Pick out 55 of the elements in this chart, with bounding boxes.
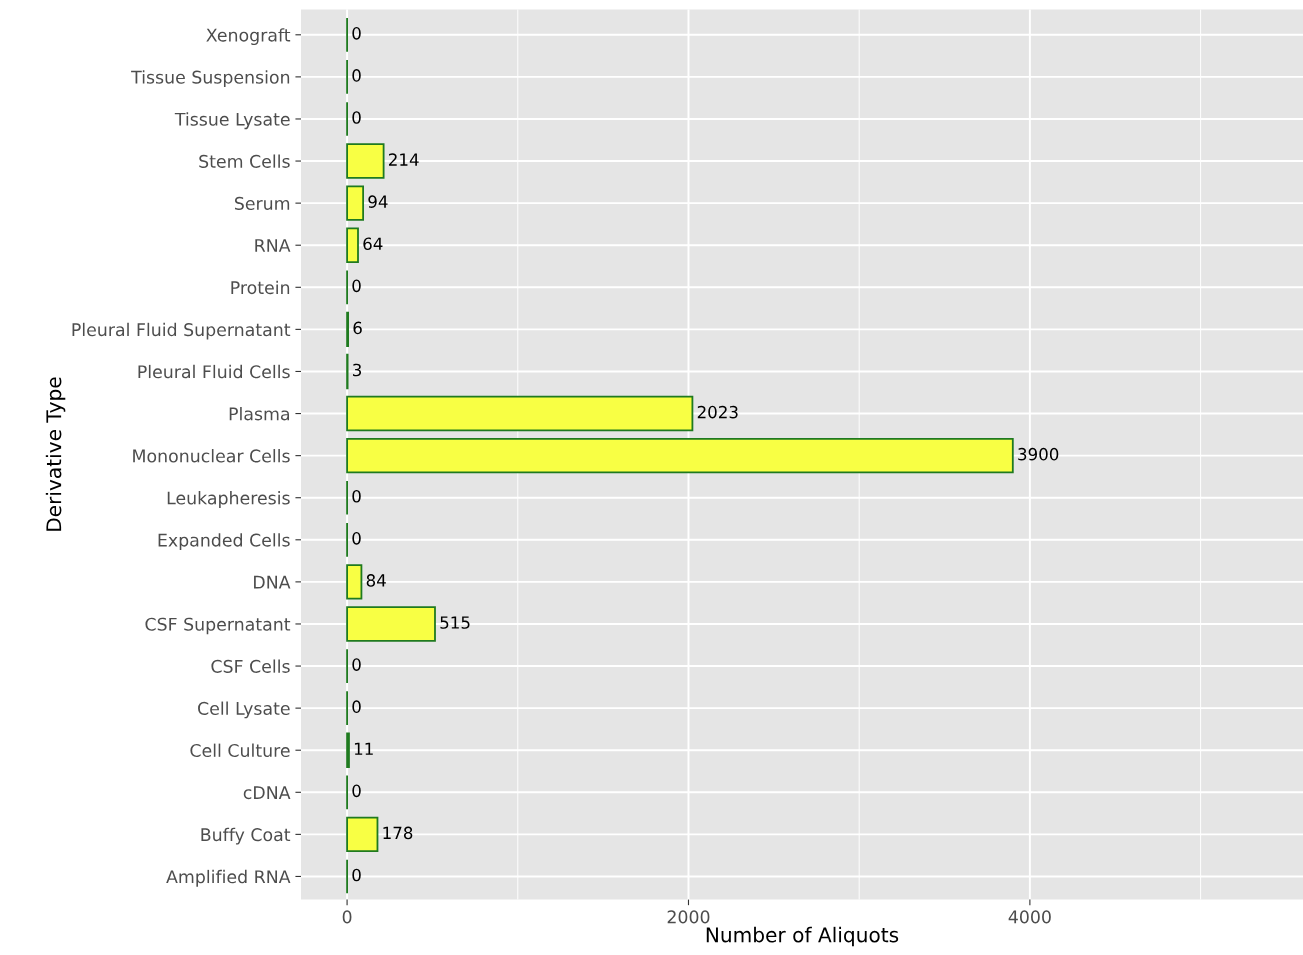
y-tick-label: Serum — [234, 196, 290, 210]
y-tick-label: DNA — [254, 575, 291, 589]
y-tick-label: RNA — [255, 239, 291, 252]
y-tick-label: Pleural Fluid Supernatant — [72, 322, 291, 340]
bar — [346, 606, 436, 642]
bar — [346, 437, 1014, 474]
x-tick-label: 0 — [342, 910, 352, 924]
y-tick-label: cDNA — [243, 786, 291, 800]
data-label: 0 — [352, 658, 361, 671]
data-label: 84 — [366, 574, 386, 587]
y-tick-label: Mononuclear Cells — [133, 449, 290, 463]
data-label: 6 — [353, 321, 362, 335]
bar — [346, 227, 359, 263]
y-tick-label: Pleural Fluid Cells — [138, 364, 290, 379]
data-label: 0 — [352, 784, 361, 798]
bar — [346, 816, 379, 853]
y-tick-label: Tissue Suspension — [131, 70, 290, 88]
y-tick-label: CSF Cells — [211, 659, 290, 673]
bar — [346, 143, 385, 179]
bar — [346, 185, 365, 221]
data-label: 0 — [352, 279, 361, 293]
bar — [346, 564, 363, 600]
data-label: 0 — [352, 868, 361, 882]
y-tick-label: Plasma — [229, 406, 289, 421]
data-label: 3900 — [1018, 447, 1059, 461]
bar — [346, 395, 694, 432]
data-label: 3 — [353, 363, 362, 377]
data-label: 64 — [363, 237, 383, 251]
y-tick-label: Expanded Cells — [158, 533, 290, 551]
y-tick-label: Stem Cells — [199, 154, 290, 168]
y-tick-label: Cell Lysate — [198, 701, 290, 719]
y-tick-label: Amplified RNA — [166, 869, 291, 887]
x-tick-label: 4000 — [1008, 910, 1051, 924]
data-label: 214 — [389, 153, 419, 166]
y-tick-label: Xenograft — [206, 28, 291, 46]
y-tick-label: Buffy Coat — [201, 827, 291, 845]
data-label: 0 — [352, 489, 361, 503]
x-tick-label: 2000 — [667, 910, 710, 924]
y-tick-label: CSF Supernatant — [145, 617, 291, 635]
y-tick-label: Tissue Lysate — [174, 112, 290, 130]
data-label: 2023 — [697, 405, 738, 419]
y-tick-label: Protein — [231, 280, 290, 295]
data-label: 178 — [383, 826, 413, 840]
y-tick-label: Cell Culture — [190, 743, 290, 758]
data-label: 0 — [352, 111, 361, 124]
data-label: 11 — [354, 742, 373, 755]
data-label: 94 — [368, 195, 388, 208]
data-label: 0 — [352, 532, 361, 545]
y-tick-label: Leukapheresis — [167, 491, 290, 508]
y-axis-title: Derivative Type — [45, 377, 66, 531]
data-label: 0 — [352, 27, 361, 40]
data-label: 0 — [352, 69, 361, 82]
data-label: 515 — [440, 616, 470, 629]
x-axis-title: Number of Aliquots — [706, 926, 899, 947]
data-label: 0 — [352, 700, 361, 713]
